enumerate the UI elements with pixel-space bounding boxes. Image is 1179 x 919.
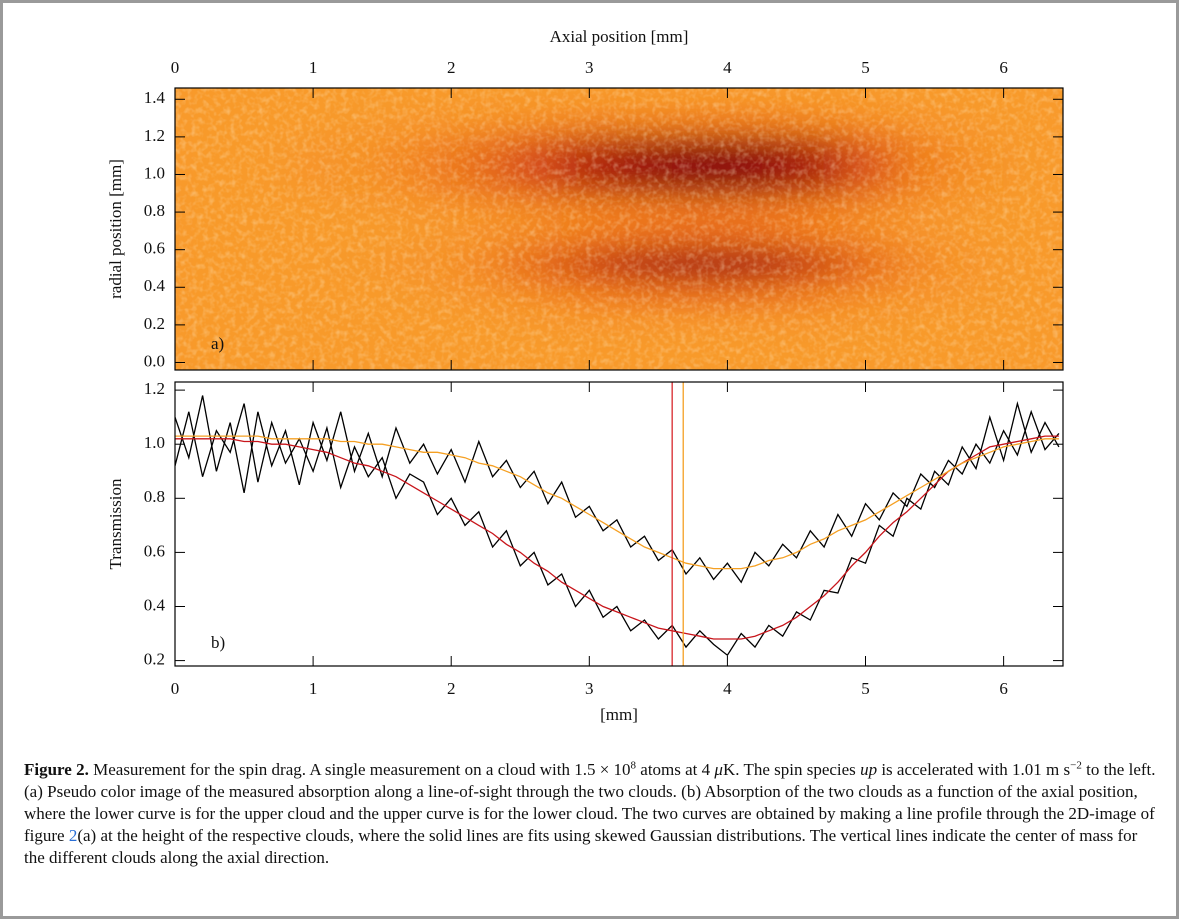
caption-italic: μ [714, 760, 723, 779]
y-axis-label: radial position [mm] [106, 159, 125, 299]
x-tick-label: 3 [585, 58, 594, 77]
series-line [175, 395, 1060, 584]
y-tick-label: 0.6 [144, 239, 165, 258]
heatmap [175, 88, 1063, 370]
caption-italic: up [860, 760, 878, 779]
y-tick-label: 1.0 [144, 433, 165, 452]
x-tick-label: 3 [585, 679, 594, 698]
figure-plots: 0 1 2 3 4 5 6 0.0 0.2 0.4 0.6 0.8 1.0 1.2 1.4 Axial pos… [106, 27, 1064, 724]
plot-frame [174, 87, 1064, 371]
panel-label: a) [211, 334, 224, 353]
panel-label: b) [211, 633, 225, 652]
y-tick-label: 0.2 [144, 314, 165, 333]
caption-sup: 8 [630, 759, 637, 772]
lines [175, 382, 1060, 666]
caption-text: Measurement for the spin drag. A single … [88, 760, 631, 779]
series-line [175, 435, 1059, 570]
y-tick-label: 0.4 [144, 276, 166, 295]
y-tick-label: 0.4 [144, 595, 166, 614]
y-tick-label: 1.4 [144, 88, 166, 107]
x-tick-label: 5 [861, 58, 870, 77]
y-tick-label: 0.2 [144, 649, 165, 668]
x-tick-label: 1 [309, 679, 318, 698]
speckle [175, 88, 1063, 370]
y-tick-label: 1.2 [144, 126, 165, 145]
caption-text: atoms at 4 [636, 760, 715, 779]
x-tick-label: 5 [861, 679, 870, 698]
x-tick-label: 2 [447, 679, 456, 698]
caption-text: is accelerated with 1.01 m s [877, 760, 1071, 779]
figure-link[interactable]: 2 [68, 826, 78, 845]
x-tick-label: 4 [723, 58, 732, 77]
x-tick-label: 1 [309, 58, 318, 77]
caption-text: to the left. (a) Pseudo color image of t… [24, 760, 1156, 845]
caption-text: K. The spin species [722, 760, 861, 779]
x-tick-label: 0 [171, 679, 180, 698]
y-tick-label: 0.0 [144, 351, 165, 370]
y-tick-label: 0.8 [144, 201, 165, 220]
y-tick-label: 1.2 [144, 379, 165, 398]
plot-frame [174, 381, 1064, 667]
series-line [175, 435, 1059, 640]
x-tick-label: 4 [723, 679, 732, 698]
x-axis-label: Axial position [mm] [550, 27, 689, 46]
x-axis-label: [mm] [600, 705, 638, 724]
caption-text: (a) at the height of the respective clou… [24, 826, 1138, 867]
x-tick-label: 0 [171, 58, 180, 77]
series-line [175, 401, 1060, 657]
caption-label: Figure 2. [24, 760, 89, 779]
y-tick-label: 0.6 [144, 541, 165, 560]
y-tick-label: 0.8 [144, 487, 165, 506]
x-tick-label: 6 [999, 58, 1008, 77]
caption-sup: −2 [1070, 759, 1082, 772]
x-tick-label: 6 [999, 679, 1008, 698]
y-tick-label: 1.0 [144, 163, 165, 182]
x-tick-label: 2 [447, 58, 456, 77]
y-axis-label: Transmission [106, 478, 125, 570]
caption: Figure 2. Measurement for the spin drag.… [24, 759, 1156, 869]
